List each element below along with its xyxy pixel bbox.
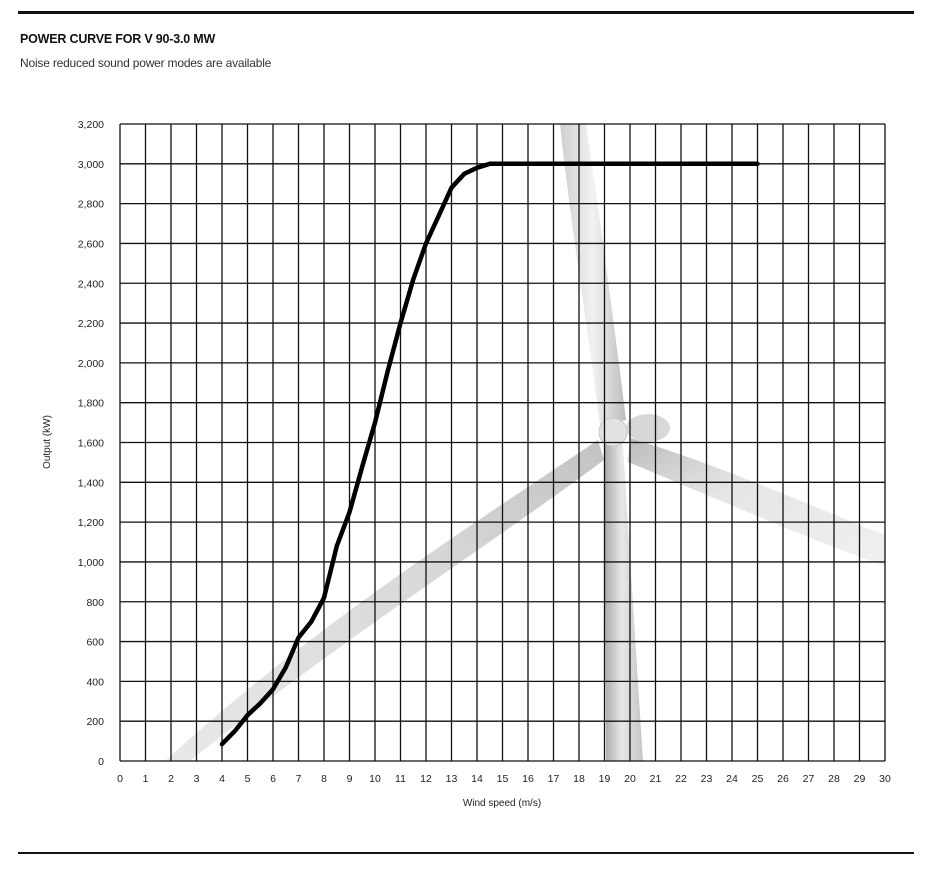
turbine-hub bbox=[598, 417, 628, 447]
x-tick-label: 1 bbox=[143, 773, 149, 785]
chart-title: POWER CURVE FOR V 90-3.0 MW bbox=[20, 32, 216, 46]
x-tick-label: 3 bbox=[194, 773, 200, 785]
y-tick-label: 2,600 bbox=[78, 238, 104, 250]
x-tick-label: 13 bbox=[446, 773, 458, 785]
x-tick-label: 25 bbox=[752, 773, 764, 785]
y-tick-label: 1,400 bbox=[78, 477, 104, 489]
y-tick-label: 400 bbox=[86, 676, 104, 688]
x-tick-label: 5 bbox=[245, 773, 251, 785]
x-tick-label: 15 bbox=[497, 773, 509, 785]
y-tick-label: 3,000 bbox=[78, 159, 104, 171]
x-tick-label: 16 bbox=[522, 773, 534, 785]
x-tick-label: 18 bbox=[573, 773, 585, 785]
y-tick-label: 200 bbox=[86, 716, 104, 728]
x-tick-label: 19 bbox=[599, 773, 611, 785]
y-axis-label: Output (kW) bbox=[42, 415, 53, 469]
x-tick-label: 6 bbox=[270, 773, 276, 785]
chart-grid bbox=[119, 123, 886, 762]
x-axis-label: Wind speed (m/s) bbox=[463, 798, 541, 809]
y-tick-label: 800 bbox=[86, 597, 104, 609]
y-tick-label: 1,800 bbox=[78, 398, 104, 410]
x-tick-label: 12 bbox=[420, 773, 432, 785]
x-tick-label: 0 bbox=[117, 773, 123, 785]
y-tick-label: 1,600 bbox=[78, 438, 104, 450]
x-tick-label: 14 bbox=[471, 773, 483, 785]
power-curve-line bbox=[219, 161, 760, 747]
turbine-blade-right bbox=[628, 438, 885, 566]
y-tick-label: 1,000 bbox=[78, 557, 104, 569]
y-tick-label: 600 bbox=[86, 637, 104, 649]
turbine-blade-left bbox=[165, 440, 604, 761]
chart-subtitle: Noise reduced sound power modes are avai… bbox=[20, 56, 272, 70]
x-tick-label: 30 bbox=[879, 773, 891, 785]
x-tick-label: 11 bbox=[395, 773, 406, 785]
top-rule bbox=[18, 11, 914, 14]
y-tick-label: 0 bbox=[98, 756, 104, 768]
x-tick-label: 2 bbox=[168, 773, 174, 785]
y-tick-label: 2,000 bbox=[78, 358, 104, 370]
turbine-blade-top bbox=[560, 124, 626, 425]
x-tick-label: 26 bbox=[777, 773, 789, 785]
y-tick-label: 1,200 bbox=[78, 517, 104, 529]
turbine-nacelle bbox=[626, 414, 670, 442]
x-tick-label: 9 bbox=[347, 773, 353, 785]
y-tick-label: 3,200 bbox=[78, 119, 104, 131]
x-tick-label: 28 bbox=[828, 773, 840, 785]
x-tick-label: 10 bbox=[369, 773, 381, 785]
x-tick-label: 24 bbox=[726, 773, 738, 785]
y-tick-label: 2,400 bbox=[78, 278, 104, 290]
x-tick-label: 23 bbox=[701, 773, 713, 785]
y-tick-label: 2,800 bbox=[78, 199, 104, 211]
x-tick-label: 29 bbox=[854, 773, 866, 785]
x-tick-label: 7 bbox=[296, 773, 302, 785]
bottom-rule bbox=[18, 852, 914, 854]
x-tick-label: 20 bbox=[624, 773, 636, 785]
x-tick-label: 27 bbox=[803, 773, 815, 785]
x-tick-label: 17 bbox=[548, 773, 560, 785]
y-tick-label: 2,200 bbox=[78, 318, 104, 330]
x-tick-label: 21 bbox=[650, 773, 662, 785]
turbine-tower bbox=[604, 432, 643, 761]
x-tick-label: 8 bbox=[321, 773, 327, 785]
x-tick-label: 4 bbox=[219, 773, 225, 785]
x-tick-label: 22 bbox=[675, 773, 687, 785]
